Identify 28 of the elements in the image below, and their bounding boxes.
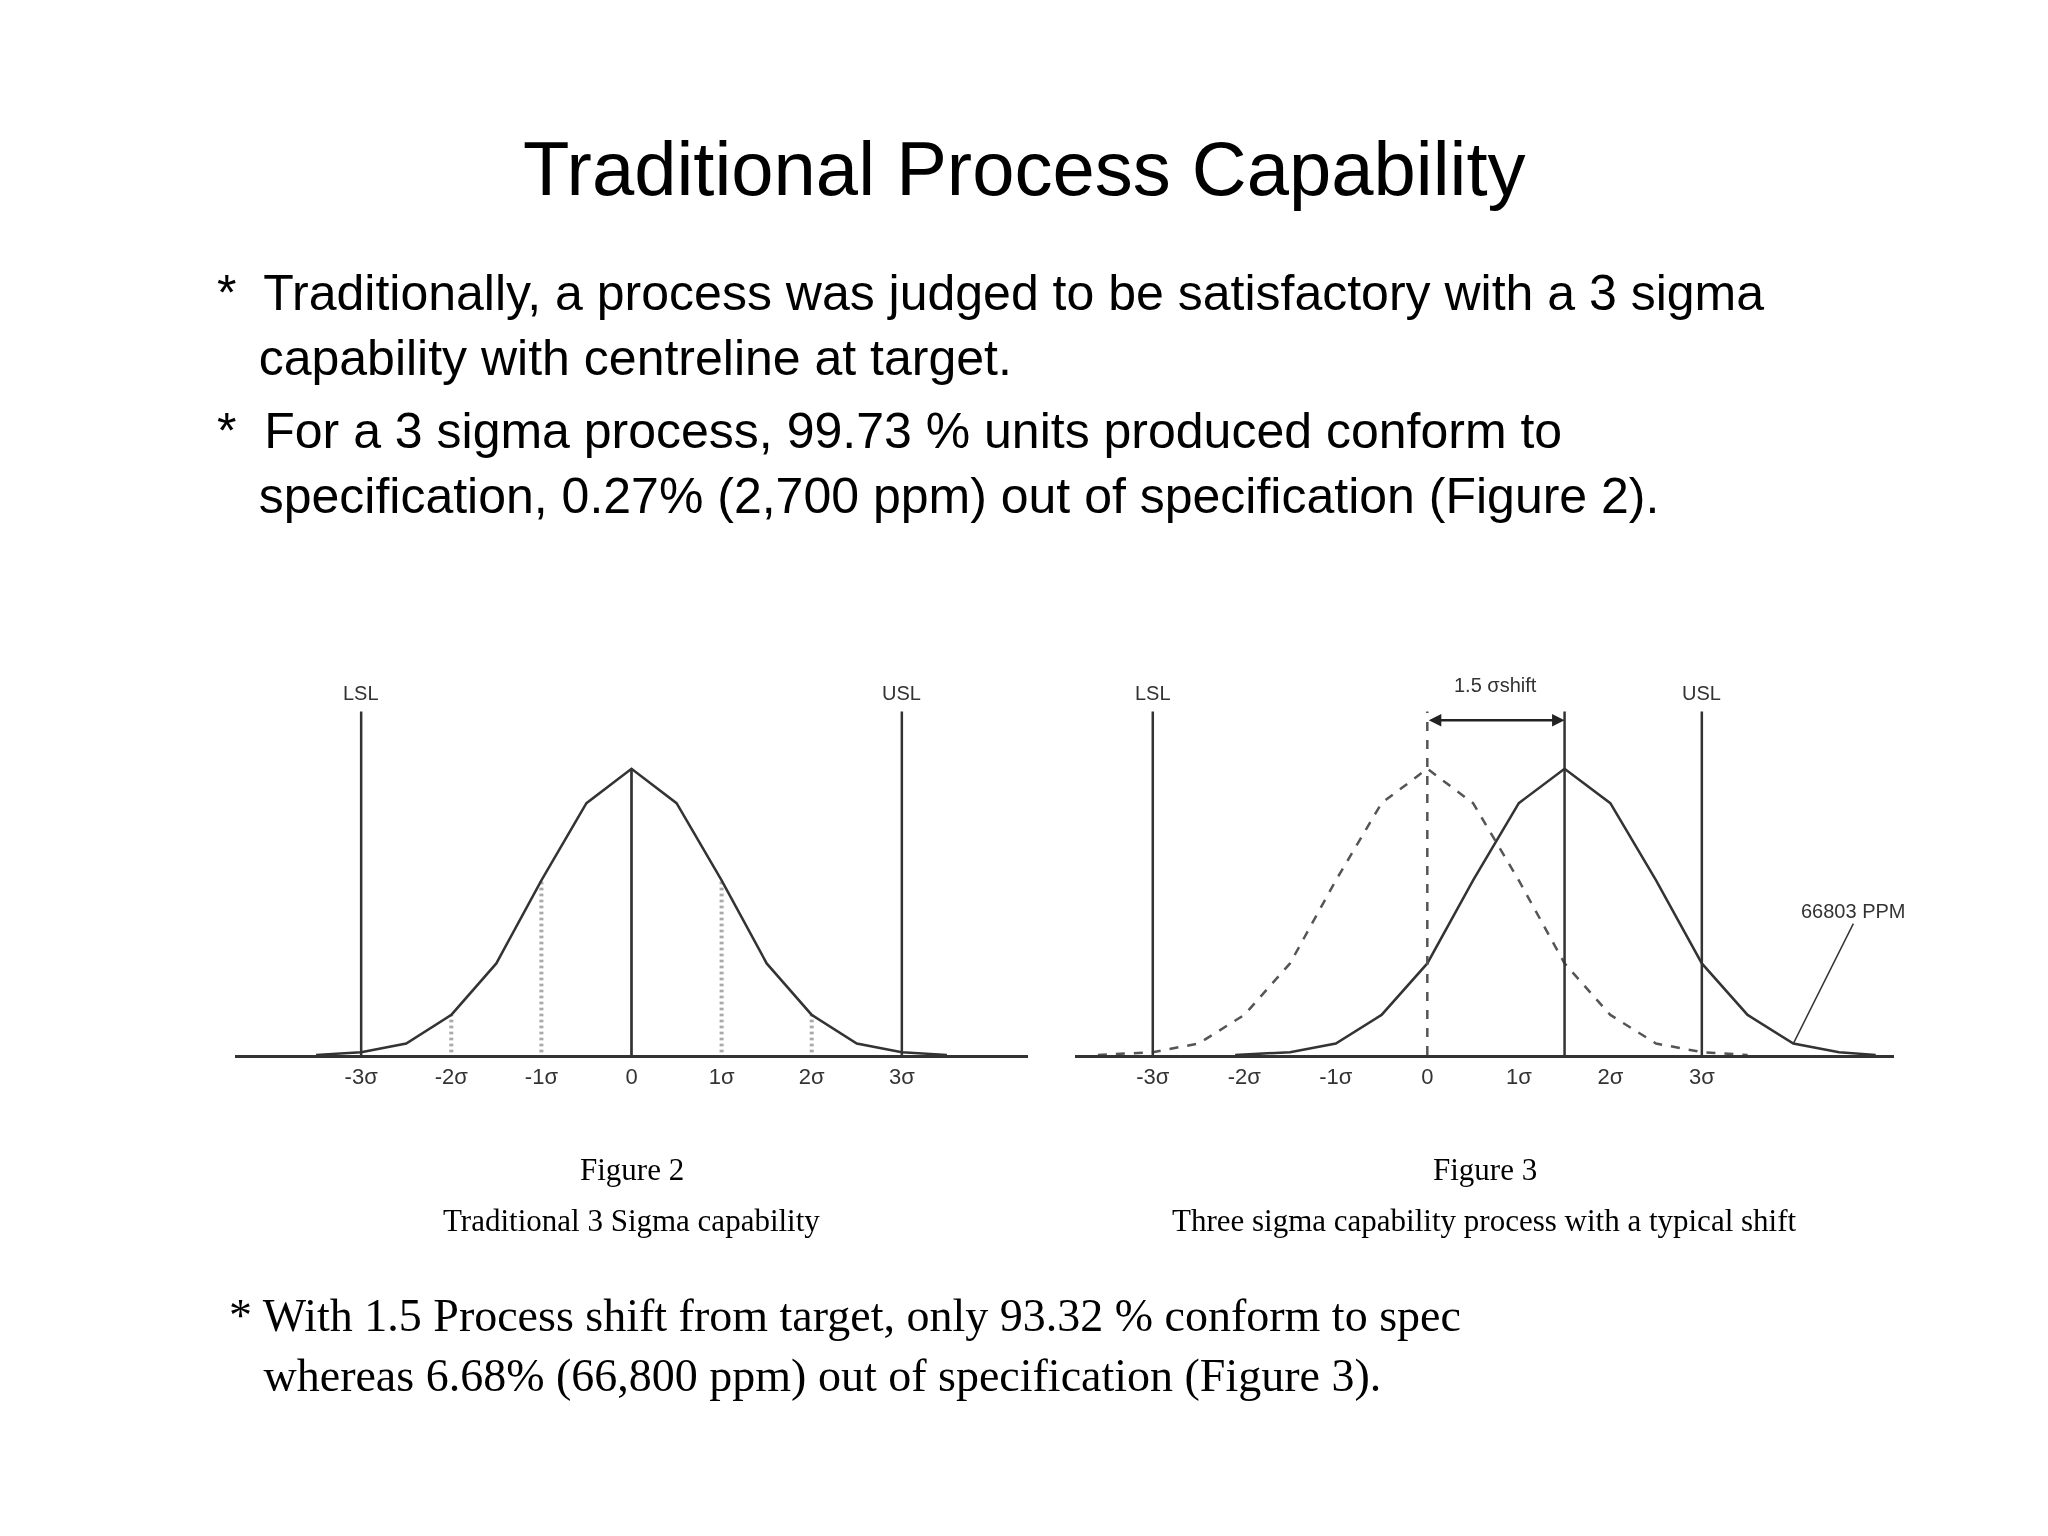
x-tick-label: -3σ xyxy=(344,1064,379,1090)
ref-line-label: LSL xyxy=(1135,682,1171,704)
text: Traditional Process Capability xyxy=(523,126,1526,211)
x-tick-label: -2σ xyxy=(1227,1064,1262,1090)
x-tick-label: 3σ xyxy=(888,1064,916,1090)
x-tick-label: -1σ xyxy=(524,1064,559,1090)
x-tick-label: -2σ xyxy=(434,1064,469,1090)
ref-line-label: LSL xyxy=(343,682,379,704)
x-tick-label: 0 xyxy=(625,1064,638,1090)
text: Figure 3 xyxy=(1433,1152,1538,1187)
x-tick-label: 3σ xyxy=(1688,1064,1716,1090)
text: * With 1.5 Process shift from target, only 93.32 % conform to spec whereas 6.68% (66,800 ppm) out of specification (Figure 3). xyxy=(229,1290,1461,1401)
text: * For a 3 sigma process, 99.73 % units produced conform to specification, 0.27% (2,700 ppm) out of specification (Figure 2). xyxy=(217,403,1660,524)
ref-line-label: USL xyxy=(1682,682,1721,704)
x-tick-label: 1σ xyxy=(708,1064,735,1090)
text: Figure 2 xyxy=(580,1152,685,1187)
ref-line-label: USL xyxy=(882,682,921,704)
x-tick-label: 2σ xyxy=(798,1064,826,1090)
x-tick-label: 2σ xyxy=(1597,1064,1624,1090)
text: Traditional 3 Sigma capability xyxy=(443,1203,821,1238)
annotation: 66803 PPM xyxy=(1801,900,1906,922)
text: Three sigma capability process with a typical shift xyxy=(1172,1203,1797,1238)
x-tick-label: 0 xyxy=(1421,1064,1434,1090)
x-tick-label: -3σ xyxy=(1136,1064,1170,1090)
x-tick-label: 1σ xyxy=(1505,1064,1533,1090)
text: * Traditionally, a process was judged to be satisfactory with a 3 sigma capability with centreline at target. xyxy=(217,265,1765,386)
x-tick-label: -1σ xyxy=(1319,1064,1353,1090)
text: 1.5 σshift xyxy=(1454,674,1537,696)
